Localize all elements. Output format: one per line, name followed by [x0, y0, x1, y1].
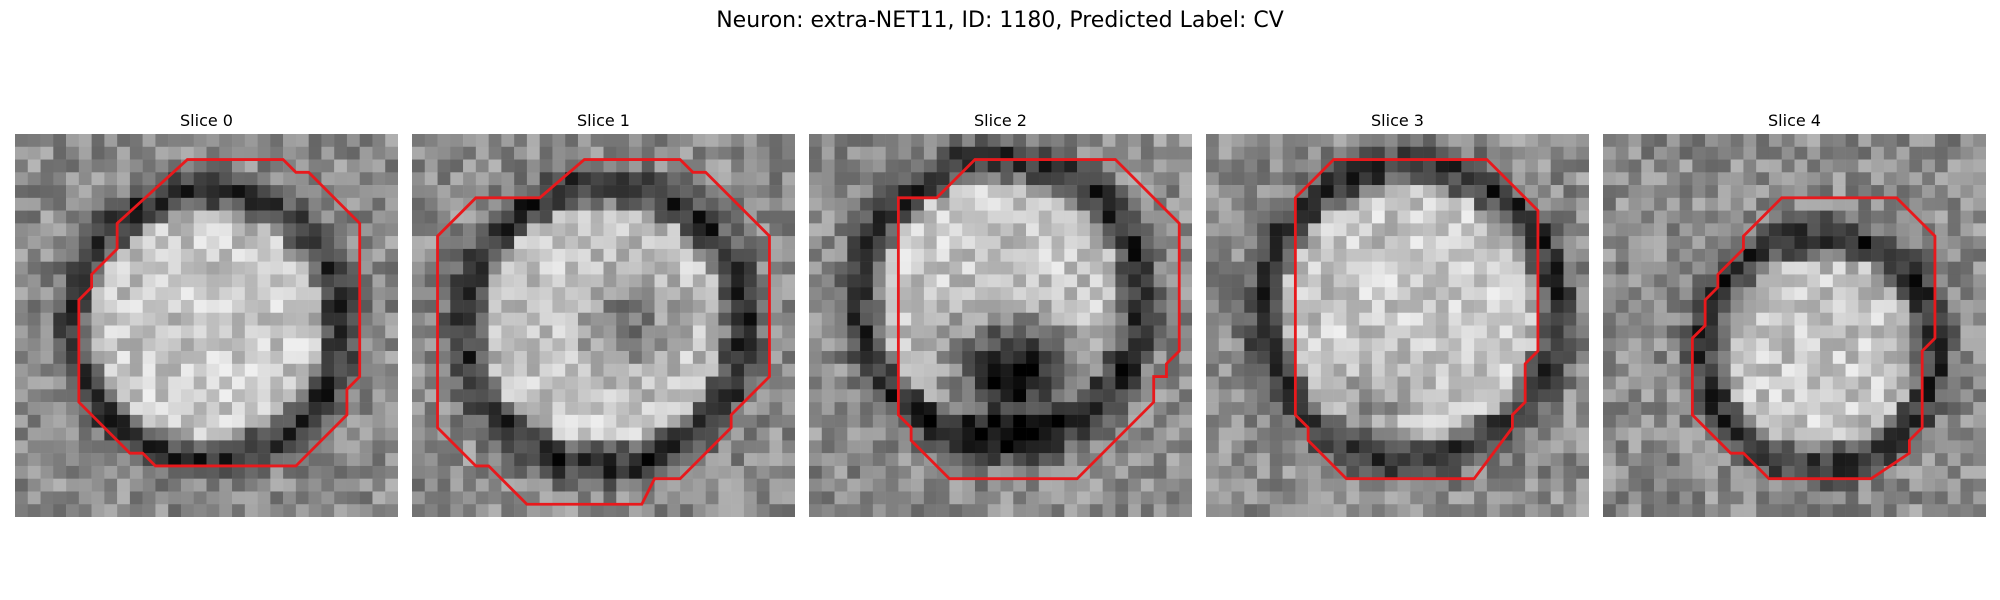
slice-image: [809, 134, 1192, 517]
segmentation-contour: [896, 158, 1181, 481]
slice-panel-1: Slice 1: [412, 108, 795, 517]
segmentation-contour: [77, 158, 362, 468]
segmentation-contour: [1690, 196, 1937, 481]
slice-title: Slice 2: [974, 111, 1027, 130]
slice-panel-2: Slice 2: [809, 108, 1192, 517]
slice-image: [15, 134, 398, 517]
segmentation-contour: [436, 158, 771, 506]
slice-panel-0: Slice 0: [15, 108, 398, 517]
figure-title: Neuron: extra-NET11, ID: 1180, Predicted…: [716, 8, 1284, 33]
slice-image: [1603, 134, 1986, 517]
slice-title: Slice 1: [577, 111, 630, 130]
slice-image: [412, 134, 795, 517]
slice-panel-4: Slice 4: [1603, 108, 1986, 517]
slice-title: Slice 0: [180, 111, 233, 130]
slice-title: Slice 4: [1768, 111, 1821, 130]
slice-image: [1206, 134, 1589, 517]
slice-panel-3: Slice 3: [1206, 108, 1589, 517]
slice-title: Slice 3: [1371, 111, 1424, 130]
segmentation-contour: [1293, 158, 1540, 481]
